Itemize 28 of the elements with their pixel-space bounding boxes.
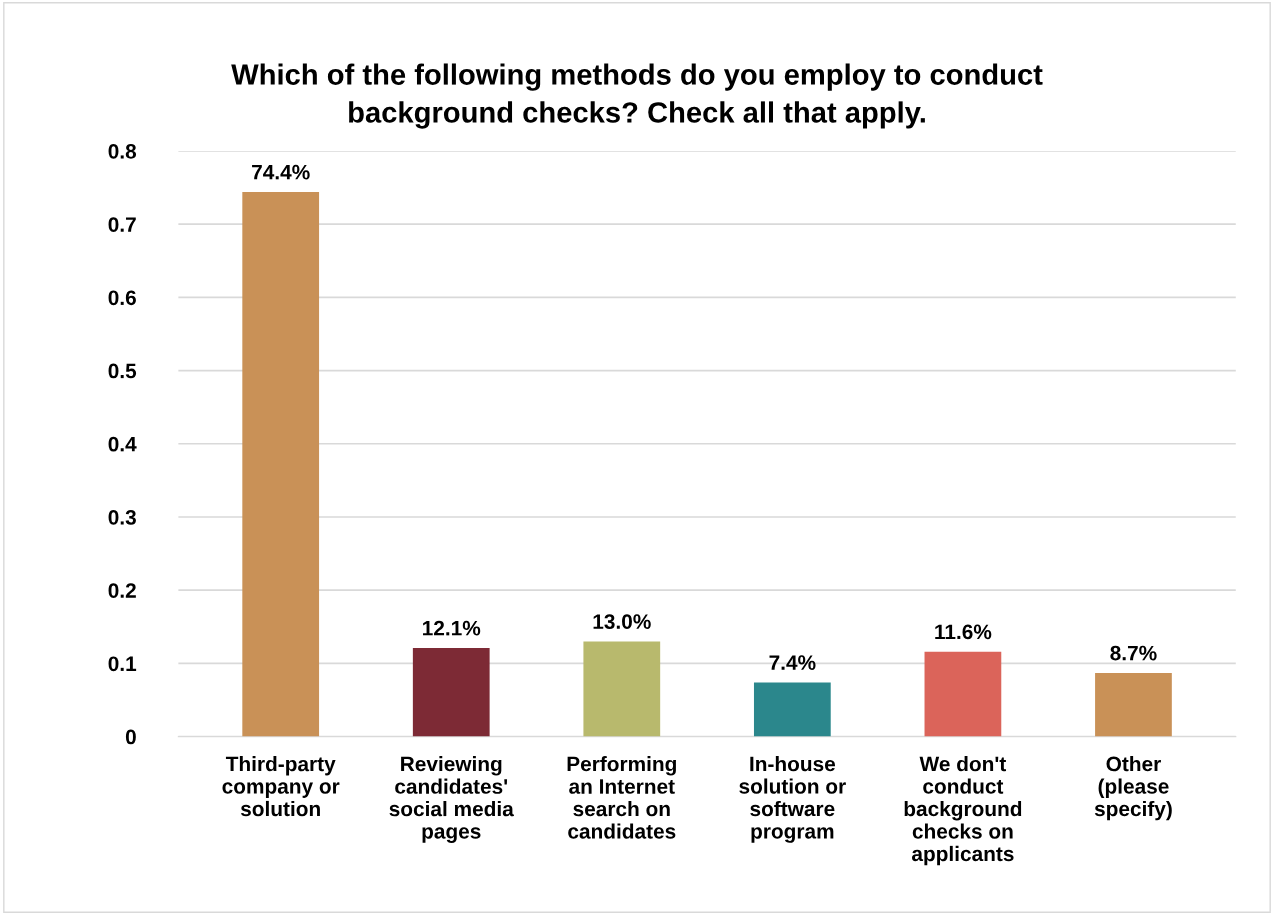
y-tick-label: 0.7: [108, 217, 136, 232]
y-tick-label: 0.4: [108, 436, 137, 452]
y-tick-label: 0.6: [108, 290, 136, 306]
chart-title: Which of the following methods do you employ to conduct background checks? Check all that apply.: [231, 63, 1043, 129]
y-tick-label: 0.3: [108, 509, 136, 525]
data-label: 7.4%: [769, 655, 816, 670]
x-tick-label: In-house solution or software program: [739, 756, 846, 843]
y-tick-label: 0.5: [108, 363, 137, 379]
x-tick-label: Third-party company or solution: [222, 756, 340, 817]
x-tick-label: We don't conduct background checks on applicants: [904, 756, 1022, 866]
bar: [242, 191, 320, 737]
data-label: 12.1%: [423, 620, 481, 636]
data-label: 74.4%: [252, 164, 310, 180]
bar: [1095, 672, 1172, 737]
data-label: 11.6%: [935, 624, 992, 640]
data-label: 13.0%: [593, 614, 651, 629]
bar: [753, 682, 831, 737]
y-tick-label: 0: [125, 729, 136, 745]
x-tick-label: Other (please specify): [1094, 756, 1172, 821]
y-tick-label: 0.8: [108, 143, 137, 159]
bar: [583, 641, 661, 737]
x-tick-label: Performing an Internet search on candidates: [567, 756, 676, 839]
y-tick-label: 0.1: [108, 656, 137, 672]
x-tick-label: Reviewing candidates' social media pages: [389, 756, 514, 843]
data-label: 8.7%: [1110, 645, 1157, 661]
y-tick-label: 0.2: [108, 583, 136, 598]
bar: [412, 648, 490, 737]
bar: [924, 651, 1002, 737]
